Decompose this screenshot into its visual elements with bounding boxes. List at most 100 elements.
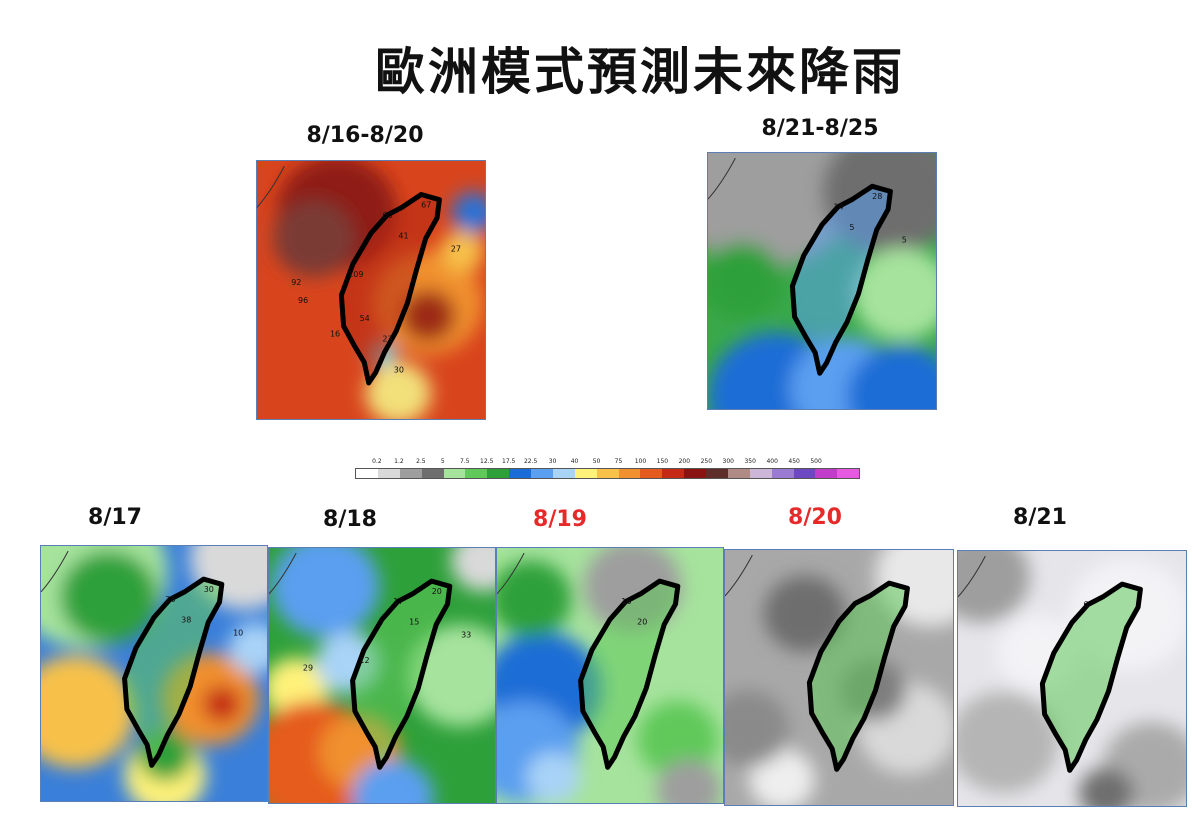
colorbar-swatch [706, 469, 728, 478]
panel-label-8-17: 8/17 [88, 505, 142, 530]
rain-value-label: 30 [204, 585, 214, 594]
colorbar-swatch [662, 469, 685, 478]
map-canvas: 6 [958, 551, 1186, 806]
rainfall-map-8-18: 17 15 20 33 12 29 [268, 547, 496, 804]
rain-value-label: 30 [394, 366, 404, 375]
rain-area [637, 701, 719, 778]
mainland-coastline [497, 552, 525, 595]
colorbar-tick-label: 22.5 [523, 458, 538, 465]
colorbar-tick-label: 17.5 [502, 458, 516, 465]
colorbar-tick-label: 12.5 [480, 458, 494, 465]
rain-value-label: 96 [298, 296, 308, 305]
map-canvas: 60 41 67 27 109 92 96 54 16 23 30 [257, 161, 485, 419]
colorbar-tick-label: 250 [700, 458, 713, 465]
rain-area [958, 551, 1031, 623]
rain-value-label: 10 [233, 628, 243, 637]
rain-value-label: 20 [432, 587, 442, 596]
rain-value-label: 29 [303, 663, 313, 672]
rain-area [352, 759, 434, 803]
rain-value-label: 17 [393, 597, 403, 606]
colorbar-swatch [793, 469, 816, 478]
colorbar-swatch [640, 469, 663, 478]
rain-area [228, 622, 267, 674]
colorbar-tick-label: 450 [788, 458, 800, 465]
colorbar-swatch [356, 469, 378, 478]
rain-value-label: 109 [348, 270, 363, 279]
taiwan-outline [806, 580, 910, 772]
rainfall-map-8-21: 6 [957, 550, 1187, 807]
colorbar-tick-label: 40 [570, 458, 579, 465]
colorbar-tick-label: 500 [810, 458, 822, 465]
rain-area [202, 686, 241, 722]
rain-value-label: 23 [382, 335, 392, 344]
panel-label-8-19: 8/19 [533, 507, 587, 532]
rain-value-label: 5 [902, 236, 907, 245]
rain-area [1078, 767, 1134, 806]
rain-value-label: 33 [461, 630, 471, 639]
rain-value-label: 5 [849, 223, 854, 232]
map-canvas: 28 38 30 10 [41, 546, 267, 801]
rain-value-label: 54 [360, 314, 370, 323]
colorbar-tick-label: 0.2 [372, 458, 382, 465]
colorbar-tick-label: 100 [634, 458, 647, 465]
mainland-coastline [41, 550, 69, 593]
colorbar-swatch [377, 469, 400, 478]
rain-area [725, 690, 789, 767]
rain-area [451, 191, 485, 234]
panel-label-8-18: 8/18 [323, 507, 377, 532]
map-canvas: 17 15 20 33 12 29 [269, 548, 495, 803]
rain-value-label: 28 [872, 192, 882, 201]
rainfall-map-8-16-8-20: 60 41 67 27 109 92 96 54 16 23 30 [256, 160, 486, 420]
rain-value-label: 16 [330, 329, 340, 338]
rain-value-label: 67 [421, 200, 431, 209]
rain-value-label: 41 [398, 231, 408, 240]
rain-value-label: 12 [359, 656, 369, 665]
rain-value-label: 92 [291, 278, 301, 287]
panel-label-8-20: 8/20 [788, 505, 842, 530]
rain-area [852, 247, 936, 340]
rainfall-map-8-21-8-25: 14 5 28 5 [707, 152, 937, 410]
taiwan-outline [338, 192, 442, 386]
rain-area [271, 548, 380, 638]
rain-area [365, 362, 432, 419]
colorbar-swatch [465, 469, 488, 478]
rain-area [272, 199, 356, 278]
colorbar-tick-label: 30 [548, 458, 557, 465]
colorbar-swatch [487, 469, 510, 478]
rain-value-label: 15 [409, 618, 419, 627]
colorbar-tick-label: 400 [766, 458, 778, 465]
rainfall-map-8-19: 16 20 [496, 547, 724, 804]
colorbar-swatch [684, 469, 706, 478]
colorbar-swatch [837, 469, 860, 478]
rain-value-label: 6 [1083, 600, 1088, 609]
rain-area [400, 290, 456, 342]
colorbar-tick-label: 2.5 [416, 458, 426, 465]
colorbar-ticks: 0.2 1.2 2.5 5 7.5 12.5 17.5 22.5 30 40 50 75 100 150 2… [355, 458, 860, 468]
rain-value-label: 20 [637, 618, 647, 627]
rain-area [958, 691, 1059, 794]
colorbar-swatch [531, 469, 553, 478]
rain-area [656, 759, 722, 803]
rainfall-map-8-17: 28 38 30 10 [40, 545, 268, 802]
rain-value-label: 27 [451, 244, 461, 253]
colorbar-swatch [421, 469, 444, 478]
colorbar-strip [355, 468, 860, 479]
colorbar-tick-label: 350 [744, 458, 756, 465]
colorbar-tick-label: 50 [592, 458, 601, 465]
map-canvas: 14 5 28 5 [708, 153, 936, 409]
rain-value-label: 16 [621, 597, 631, 606]
rain-value-label: 14 [833, 202, 843, 211]
page-title: 歐洲模式預測未來降雨 [375, 43, 905, 101]
rainfall-colorbar: 0.2 1.2 2.5 5 7.5 12.5 17.5 22.5 30 40 50 75 100 150 2… [355, 458, 860, 479]
colorbar-swatch [552, 469, 575, 478]
colorbar-tick-label: 7.5 [460, 458, 470, 465]
colorbar-swatch [771, 469, 794, 478]
colorbar-swatch [727, 469, 750, 478]
rain-area [440, 230, 485, 272]
mainland-coastline [708, 157, 736, 200]
rain-area [497, 560, 572, 638]
colorbar-tick-label: 5 [440, 458, 445, 465]
mainland-coastline [725, 554, 753, 597]
rain-value-label: 60 [382, 211, 392, 220]
